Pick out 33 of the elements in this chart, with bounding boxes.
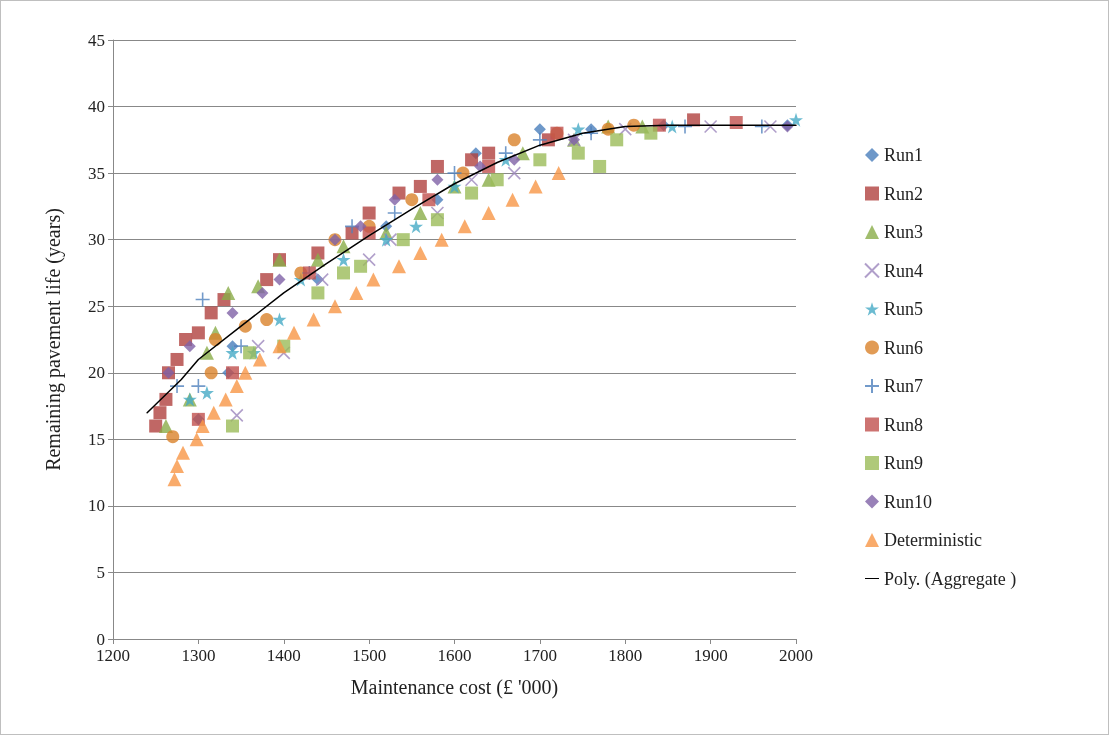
y-tick-label: 45 (88, 30, 105, 50)
x-tick-label: 1800 (608, 646, 643, 665)
x-tick-label: 1200 (96, 646, 130, 665)
x-tick-label: 2000 (779, 646, 813, 665)
legend-label: Run5 (884, 299, 924, 319)
y-axis-title: Remaining pavement life (years) (42, 208, 65, 471)
x-tick-label: 1400 (266, 646, 301, 665)
legend-label: Poly. (Aggregate ) (884, 568, 1017, 590)
legend-label: Run7 (884, 376, 924, 396)
legend-label: Run2 (884, 183, 924, 204)
legend-label: Run4 (884, 260, 924, 281)
legend-label: Run6 (884, 337, 924, 358)
x-tick-label: 1700 (522, 646, 557, 665)
legend-label: Run8 (884, 414, 924, 435)
x-tick-label: 1300 (181, 646, 216, 665)
legend-label: Run1 (884, 145, 924, 165)
y-tick-label: 10 (88, 496, 105, 516)
legend-label: Run9 (884, 453, 924, 473)
y-tick-label: 25 (88, 296, 105, 316)
legend-label: Deterministic (884, 530, 982, 550)
y-tick-label: 0 (96, 629, 105, 649)
x-tick-label: 1500 (352, 646, 387, 665)
y-tick-label: 20 (88, 363, 105, 383)
legend-label: Run3 (884, 222, 924, 242)
y-tick-label: 15 (88, 429, 105, 449)
x-tick-label: 1600 (437, 646, 472, 665)
x-tick-label: 1900 (693, 646, 728, 665)
y-tick-label: 30 (88, 230, 105, 250)
y-tick-label: 35 (88, 163, 105, 183)
legend-label: Run10 (884, 491, 933, 512)
y-tick-label: 5 (96, 562, 105, 582)
x-axis-title: Maintenance cost (£ '000) (350, 676, 559, 699)
y-tick-label: 40 (88, 97, 105, 117)
